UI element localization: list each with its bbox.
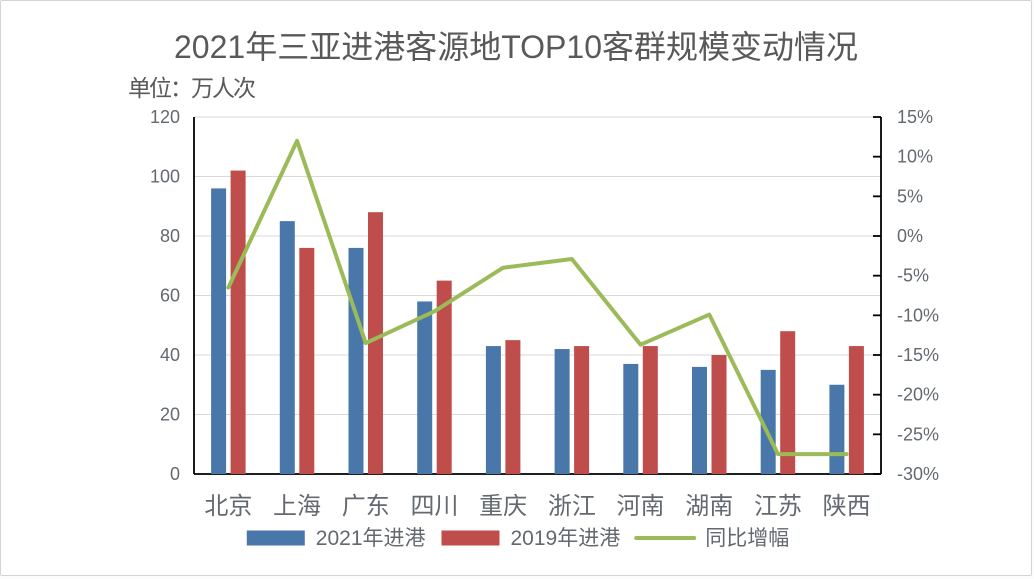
svg-text:80: 80 <box>160 226 180 246</box>
svg-text:江苏: 江苏 <box>754 493 802 520</box>
svg-text:-30%: -30% <box>897 464 939 484</box>
svg-text:上海: 上海 <box>273 493 321 520</box>
svg-text:陕西: 陕西 <box>823 493 871 520</box>
svg-text:四川: 四川 <box>410 493 458 520</box>
svg-text:0%: 0% <box>897 226 923 246</box>
svg-text:100: 100 <box>150 167 180 187</box>
svg-text:重庆: 重庆 <box>479 493 527 520</box>
svg-text:15%: 15% <box>897 107 933 127</box>
svg-text:同比增幅: 同比增幅 <box>705 527 789 550</box>
svg-text:河南: 河南 <box>617 493 665 520</box>
svg-text:-5%: -5% <box>897 266 929 286</box>
svg-text:10%: 10% <box>897 147 933 167</box>
svg-text:0: 0 <box>170 464 180 484</box>
svg-text:40: 40 <box>160 345 180 365</box>
svg-text:20: 20 <box>160 405 180 425</box>
svg-text:2019年进港: 2019年进港 <box>511 527 621 550</box>
svg-text:广东: 广东 <box>342 493 390 520</box>
svg-text:湖南: 湖南 <box>685 493 733 520</box>
svg-text:-25%: -25% <box>897 424 939 444</box>
svg-text:2021年进港: 2021年进港 <box>316 527 426 550</box>
svg-text:浙江: 浙江 <box>548 493 596 520</box>
svg-text:-20%: -20% <box>897 385 939 405</box>
svg-text:5%: 5% <box>897 186 923 206</box>
svg-text:-10%: -10% <box>897 305 939 325</box>
svg-text:120: 120 <box>150 107 180 127</box>
svg-text:60: 60 <box>160 286 180 306</box>
svg-text:-15%: -15% <box>897 345 939 365</box>
svg-text:北京: 北京 <box>204 493 252 520</box>
